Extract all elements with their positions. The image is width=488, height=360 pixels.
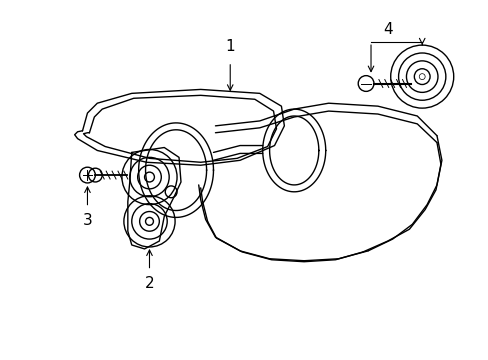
Text: 2: 2 bbox=[144, 276, 154, 292]
Text: 1: 1 bbox=[225, 39, 235, 54]
Text: 3: 3 bbox=[82, 213, 92, 229]
Text: 4: 4 bbox=[382, 22, 392, 37]
